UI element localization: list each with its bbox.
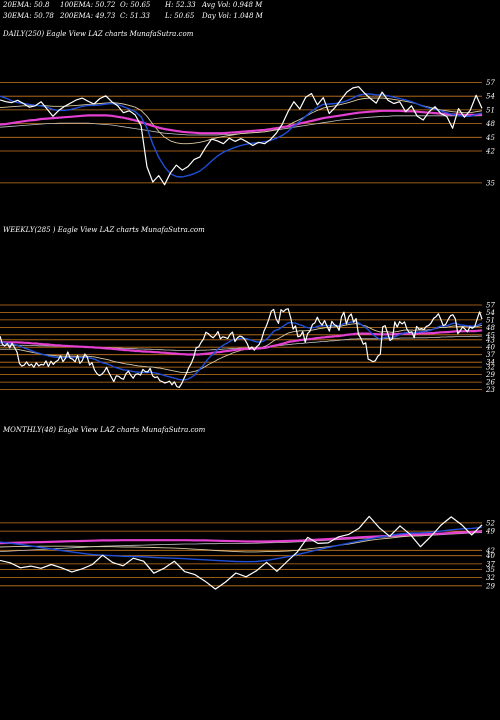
weekly-ema-long-line	[0, 329, 483, 356]
low-label: L: 50.65	[165, 12, 195, 20]
ema20-label: 20EMA: 50.8	[3, 1, 50, 9]
close-label: C: 51.33	[120, 12, 150, 20]
monthly-ytick-label: 49	[485, 528, 495, 536]
daily-price-line	[0, 86, 483, 186]
daily-ytick-label: 51	[486, 106, 495, 114]
ema100-label: 100EMA: 50.72	[60, 1, 116, 9]
daily-ema-long-line	[0, 109, 483, 135]
daily-ytick-label: 57	[486, 79, 495, 87]
weekly-ytick-label: 48	[485, 324, 495, 332]
daily-ytick-label: 35	[486, 179, 495, 187]
monthly-ytick-label: 35	[486, 566, 495, 574]
daily-ytick-label: 45	[485, 134, 495, 142]
monthly-ytick-label: 52	[486, 519, 495, 527]
daily-ema-mid-line	[0, 97, 483, 145]
daily-ytick-label: 42	[485, 148, 495, 156]
avg-vol-label: Avg Vol: 0.948 M	[202, 1, 263, 9]
weekly-ytick-label: 45	[485, 331, 495, 339]
monthly-price-line	[0, 515, 483, 590]
monthly-ema-short-line	[0, 526, 483, 563]
monthly-chart-title: MONTHLY(48) Eagle View LAZ charts Munafa…	[3, 426, 206, 434]
monthly-ema-200-line	[0, 532, 483, 552]
monthly-ytick-label: 29	[485, 582, 495, 590]
weekly-chart-title: WEEKLY(285 ) Eagle View LAZ charts Munaf…	[3, 226, 205, 234]
ema30-label: 30EMA: 50.78	[3, 12, 54, 20]
weekly-ytick-label: 43	[485, 336, 495, 344]
open-label: O: 50.65	[120, 1, 151, 9]
weekly-ytick-label: 40	[485, 344, 495, 352]
daily-ema-short-line	[0, 93, 483, 178]
weekly-ytick-label: 23	[485, 386, 495, 394]
weekly-price-line	[0, 308, 483, 389]
monthly-ema-mid-line	[0, 530, 483, 553]
weekly-ytick-label: 34	[486, 359, 495, 367]
daily-chart-title: DAILY(250) Eagle View LAZ charts MunafaS…	[3, 30, 194, 38]
weekly-ytick-label: 26	[485, 379, 495, 387]
monthly-ytick-label: 40	[485, 552, 495, 560]
day-vol-label: Day Vol: 1.048 M	[202, 12, 263, 20]
monthly-ytick-label: 42	[485, 547, 495, 555]
weekly-ytick-label: 37	[486, 351, 495, 359]
weekly-ytick-label: 54	[486, 309, 495, 317]
weekly-ytick-label: 29	[485, 371, 495, 379]
daily-chart: 57 54 51 48 45 42 35	[0, 79, 495, 187]
weekly-ytick-label: 57	[486, 302, 495, 310]
ema200-label: 200EMA: 49.73	[60, 12, 116, 20]
monthly-ytick-label: 37	[486, 560, 495, 568]
daily-ytick-label: 48	[485, 120, 495, 128]
monthly-ytick-label: 32	[486, 574, 495, 582]
high-label: H: 52.33	[165, 1, 196, 9]
daily-ytick-label: 54	[486, 93, 495, 101]
monthly-ema-long-line	[0, 530, 483, 545]
weekly-ema-short-line	[0, 320, 483, 381]
weekly-ytick-label: 51	[486, 316, 495, 324]
weekly-ytick-label: 32	[486, 364, 495, 372]
